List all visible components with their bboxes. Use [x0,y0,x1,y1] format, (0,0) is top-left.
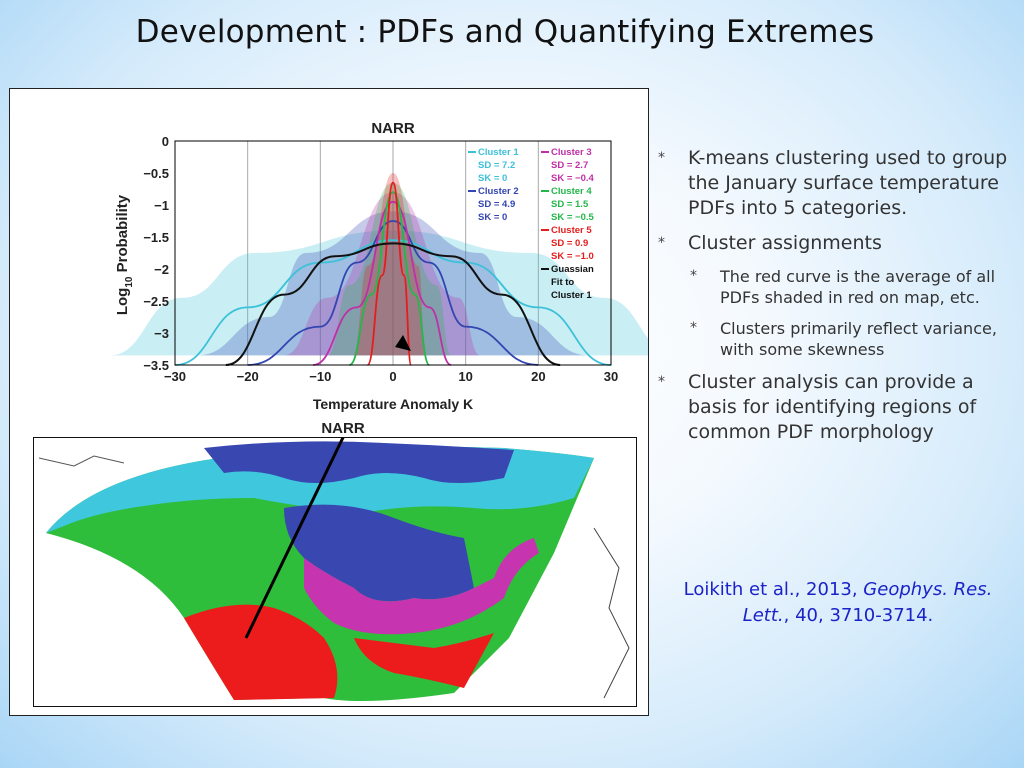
map-region-blue-interior [284,504,474,602]
slide-title: Development : PDFs and Quantifying Extre… [135,14,875,50]
citation-authors: Loikith et al., 2013, [683,579,864,600]
legend-entry-text: Cluster 3 [551,147,592,158]
series-line [366,181,413,366]
north-america-map [38,438,630,702]
legend-entry-text: Cluster 2 [478,186,519,197]
x-tick-label: 0 [389,369,396,384]
legend-entry-text: Fit to [551,277,574,288]
x-tick-label: 10 [458,369,472,384]
figure-panel: −30 −20 −10 0 10 20 30 0 −0.5 −1 −1.5 −2 −2.5 −3 −3.5… [9,88,649,716]
series-band [284,192,481,356]
chart-title: NARR [371,120,414,137]
sub-bullet-item: * The red curve is the average of all PDF… [690,267,996,307]
chart-plot-border [174,140,612,366]
bullet-star-icon: * [690,268,697,284]
series-line [348,191,431,366]
map-region-red-east [354,633,494,688]
legend-entry-text: SK = −0.4 [551,173,594,184]
y-tick-label: −3 [154,326,169,341]
map-title: NARR [321,420,364,437]
legend-entry-text: Cluster 1 [551,290,592,301]
pdf-chart: −30 −20 −10 0 10 20 30 0 −0.5 −1 −1.5 −2 −2.5 −3 −3.5… [109,120,648,437]
legend-entry-text: SD = 2.7 [551,160,588,171]
y-tick-label: −1 [154,198,169,213]
legend-entry-text: Guassian [551,264,594,275]
legend-entry-text: Cluster 1 [478,147,519,158]
bullet-star-icon: * [690,320,697,336]
series-band [196,211,590,356]
legend-entry-text: SK = −0.5 [551,212,594,223]
map-coastline-right [593,527,630,699]
x-axis-label: Temperature Anomaly K [313,396,473,412]
series-line [247,220,539,366]
x-tick-label: −20 [237,369,259,384]
bullet-list: * K-means clustering used to group the Ja… [658,146,1008,455]
y-tick-label: 0 [162,134,169,149]
bullet-star-icon: * [658,150,665,166]
map-to-chart-arrow [244,438,345,639]
legend-entry-text: SD = 7.2 [478,160,515,171]
legend-entry-text: SK = 0 [478,212,507,223]
legend-entry-text: SD = 0.9 [551,238,588,249]
series-band [109,230,648,356]
map-region-red [184,604,338,700]
y-tick-label: −0.5 [143,166,169,181]
series-line [174,239,612,366]
x-tick-label: −10 [309,369,331,384]
map-region-magenta [304,538,539,635]
citation: Loikith et al., 2013, Geophys. Res. Lett… [668,577,1008,629]
y-axis-label: Log10 Probability [114,194,135,315]
bullet-item: * K-means clustering used to group the Ja… [658,147,1008,219]
cluster-map [33,437,637,707]
x-tick-label: 20 [531,369,545,384]
y-tick-label: −3.5 [143,358,169,373]
map-region-blue [204,441,514,483]
y-tick-label: −2 [154,262,169,277]
series-line [225,242,561,366]
legend-entry-text: Cluster 5 [551,225,592,236]
legend-entry-text: SD = 1.5 [551,199,589,210]
x-tick-label: −30 [164,369,186,384]
sub-bullet-item: * Clusters primarily reflect variance, wi… [690,319,997,359]
legend-entry-text: Cluster 4 [551,186,592,197]
bullet-item: * Cluster assignments [658,232,882,254]
y-tick-label: −2.5 [143,294,169,309]
x-tick-label: 30 [604,369,618,384]
bullet-star-icon: * [658,374,665,390]
arrow-head-icon [395,335,411,351]
bullet-star-icon: * [658,235,665,251]
series-line [312,200,452,366]
legend-entry-text: SK = 0 [478,173,507,184]
chart-legend: Cluster 1 SD = 7.2 SK = 0 Cluster 2 SD = 4.9… [468,147,594,301]
map-coastline-left [38,455,125,467]
legend-entry-text: SK = −1.0 [551,251,594,262]
citation-journal: Geophys. Res. Lett. [742,579,993,626]
citation-details: , 40, 3710-3714. [783,605,934,626]
y-tick-label: −1.5 [143,230,169,245]
legend-entry-text: SD = 4.9 [478,199,515,210]
bullet-item: * Cluster analysis can provide a basis fo… [658,371,977,443]
